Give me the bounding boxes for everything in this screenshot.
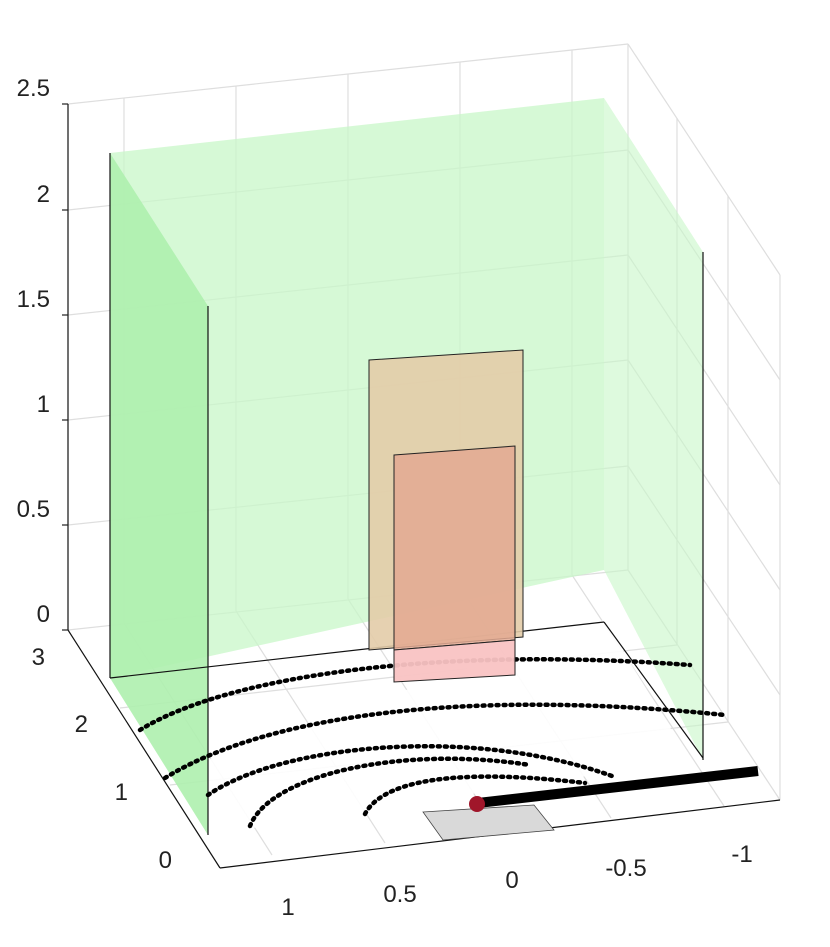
x-tick-0: 0 xyxy=(505,867,518,894)
x-tick-neg1: -1 xyxy=(731,841,752,868)
floor-white xyxy=(208,620,690,835)
z-tick-1: 1 xyxy=(37,391,50,418)
x-tick-neg0.5: -0.5 xyxy=(605,855,646,882)
z-tick-2: 2 xyxy=(37,181,50,208)
z-axis: 0 0.5 1 1.5 2 2.5 xyxy=(17,75,68,631)
end-point xyxy=(469,796,485,812)
y-axis: 3 2 1 0 xyxy=(32,644,172,874)
inner-panel xyxy=(393,445,516,651)
x-tick-1: 1 xyxy=(281,894,294,921)
left-wall xyxy=(110,153,208,835)
right-wall-top xyxy=(604,98,703,760)
y-tick-1: 1 xyxy=(115,779,128,806)
y-tick-3: 3 xyxy=(32,644,45,671)
z-tick-2.5: 2.5 xyxy=(17,75,50,102)
floor-patch xyxy=(422,804,555,841)
x-tick-0.5: 0.5 xyxy=(383,881,416,908)
z-tick-0: 0 xyxy=(37,601,50,628)
z-tick-1.5: 1.5 xyxy=(17,286,50,313)
z-tick-0.5: 0.5 xyxy=(17,496,50,523)
arm xyxy=(477,766,759,808)
y-tick-0: 0 xyxy=(159,847,172,874)
y-tick-2: 2 xyxy=(75,711,88,738)
dotted-arcs xyxy=(137,657,728,829)
x-axis: 1 0.5 0 -0.5 -1 xyxy=(281,841,752,921)
inner-panel-base xyxy=(393,639,516,683)
